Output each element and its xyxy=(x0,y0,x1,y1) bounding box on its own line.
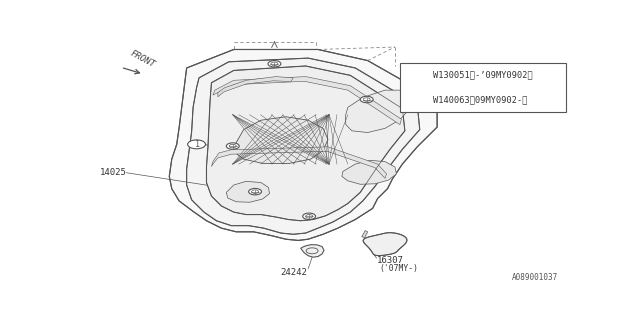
Circle shape xyxy=(227,143,239,149)
Text: W130051（-’09MY0902）: W130051（-’09MY0902） xyxy=(433,70,532,79)
Polygon shape xyxy=(363,233,407,256)
Text: 1: 1 xyxy=(412,71,417,80)
Polygon shape xyxy=(362,231,367,237)
Text: A089001037: A089001037 xyxy=(511,273,558,283)
Polygon shape xyxy=(169,50,437,240)
Circle shape xyxy=(303,213,316,220)
Polygon shape xyxy=(301,244,324,257)
Polygon shape xyxy=(218,76,293,97)
Polygon shape xyxy=(342,160,396,184)
Polygon shape xyxy=(187,58,420,234)
Circle shape xyxy=(268,60,281,67)
Polygon shape xyxy=(234,117,328,164)
Text: ('07MY-): ('07MY-) xyxy=(379,264,418,273)
Polygon shape xyxy=(207,66,405,221)
Text: W140063（09MY0902-）: W140063（09MY0902-） xyxy=(433,95,527,105)
Circle shape xyxy=(188,140,205,149)
Text: 24242: 24242 xyxy=(280,268,307,277)
Polygon shape xyxy=(211,147,387,178)
Text: FRONT: FRONT xyxy=(129,49,157,70)
Circle shape xyxy=(406,71,422,79)
Text: 16307: 16307 xyxy=(376,256,403,265)
Circle shape xyxy=(248,188,262,195)
Text: 14025: 14025 xyxy=(100,168,127,177)
Polygon shape xyxy=(346,90,412,132)
Polygon shape xyxy=(213,76,401,124)
FancyBboxPatch shape xyxy=(400,63,566,112)
Circle shape xyxy=(360,96,373,103)
Text: 1: 1 xyxy=(194,140,199,149)
Polygon shape xyxy=(227,181,269,202)
